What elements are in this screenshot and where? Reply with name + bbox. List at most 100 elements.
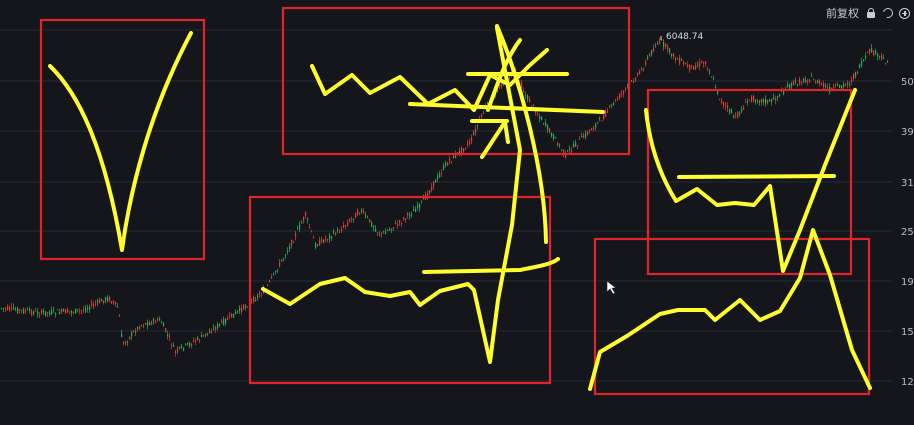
candle-body <box>557 143 559 146</box>
undo-icon[interactable] <box>881 6 895 20</box>
candle-body <box>171 344 173 346</box>
candle-body <box>757 101 759 103</box>
candle-body <box>325 238 327 240</box>
candle-body <box>119 315 121 317</box>
candle-body <box>869 49 871 54</box>
candle-body <box>833 86 835 89</box>
candle-body <box>685 63 687 65</box>
candle-body <box>675 58 677 61</box>
candle-body <box>853 74 855 79</box>
candle-body <box>65 309 67 314</box>
candle-body <box>547 125 549 130</box>
candle-body <box>775 98 777 101</box>
candle-body <box>587 131 589 135</box>
candle-body <box>343 225 345 228</box>
candle-body <box>91 303 93 306</box>
candle-body <box>637 73 639 75</box>
candle-body <box>157 318 159 321</box>
candle-body <box>579 139 581 140</box>
y-tick-label: 15 <box>901 327 914 338</box>
peak-marker: 6048.74 <box>660 32 703 42</box>
candle-body <box>111 301 113 304</box>
candle-body <box>871 48 873 52</box>
candle-body <box>217 324 219 328</box>
candle-body <box>709 71 711 73</box>
candle-body <box>765 98 767 104</box>
candle-body <box>813 78 815 80</box>
candle-body <box>45 311 47 316</box>
candle-body <box>173 344 175 347</box>
candle-body <box>383 231 385 233</box>
candle-body <box>67 309 69 313</box>
candle-body <box>863 59 865 61</box>
candle-body <box>449 158 451 161</box>
candle-body <box>825 85 827 88</box>
candle-body <box>497 90 499 92</box>
candle-body <box>131 332 133 337</box>
candle-body <box>299 224 301 230</box>
candle-body <box>381 232 383 235</box>
candle-body <box>563 149 565 154</box>
candle-body <box>749 99 751 101</box>
candle-body <box>139 326 141 329</box>
candle-body <box>729 109 731 113</box>
candle-body <box>109 297 111 301</box>
candle-body <box>15 309 17 311</box>
adjustment-mode-label[interactable]: 前复权 <box>826 7 859 20</box>
candle-body <box>153 319 155 321</box>
candle-body <box>181 345 183 348</box>
candle-body <box>707 68 709 70</box>
candle-body <box>319 240 321 246</box>
plus-circle-icon[interactable] <box>899 7 910 19</box>
candle-body <box>13 307 15 310</box>
lock-icon[interactable] <box>865 7 877 19</box>
candle-body <box>409 214 411 217</box>
candle-body <box>727 105 729 109</box>
candle-body <box>197 337 199 340</box>
candle-body <box>361 209 363 212</box>
candle-body <box>323 239 325 243</box>
candle-body <box>681 59 683 61</box>
candle-body <box>7 306 9 310</box>
candle-body <box>847 82 849 86</box>
annotation-box <box>39 18 206 261</box>
candle-body <box>465 148 467 150</box>
candle-body <box>845 83 847 85</box>
candle-body <box>77 309 79 311</box>
candle-body <box>881 55 883 60</box>
candle-body <box>607 111 609 113</box>
candle-body <box>35 310 37 312</box>
candle-body <box>595 124 597 128</box>
candle-body <box>253 296 255 303</box>
y-tick-label: 31 <box>901 178 914 189</box>
candle-body <box>385 231 387 235</box>
candle-body <box>203 334 205 336</box>
candle-body <box>713 78 715 80</box>
candle-body <box>375 228 377 232</box>
candle-body <box>227 318 229 320</box>
candle-body <box>625 88 627 90</box>
candle-body <box>851 79 853 83</box>
candle-body <box>355 213 357 218</box>
candle-body <box>791 82 793 87</box>
candle-body <box>767 99 769 104</box>
candle-body <box>719 98 721 100</box>
candle-body <box>151 321 153 325</box>
candle-body <box>389 229 391 231</box>
candle-body <box>395 223 397 224</box>
candle-body <box>137 326 139 329</box>
candle-body <box>293 241 295 243</box>
candle-body <box>531 105 533 107</box>
candle-body <box>753 95 755 101</box>
candle-body <box>589 129 591 131</box>
candle-body <box>799 79 801 85</box>
annotation-stroke <box>644 88 857 273</box>
candle-body <box>63 309 65 311</box>
candle-body <box>247 306 249 308</box>
candle-body <box>673 53 675 57</box>
candle-body <box>155 321 157 324</box>
candle-body <box>93 304 95 306</box>
candle-body <box>421 200 423 202</box>
candle-body <box>311 230 313 232</box>
